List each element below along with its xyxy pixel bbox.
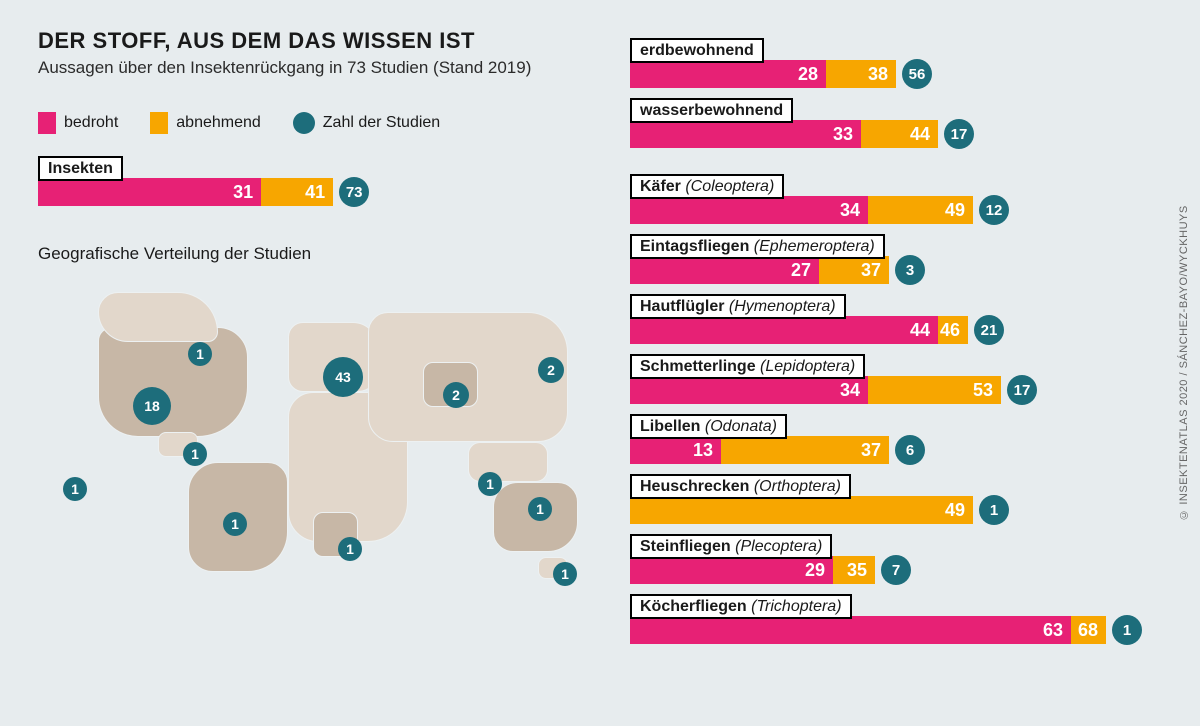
map-study-dot: 1 — [188, 342, 212, 366]
study-count-circle: 21 — [974, 315, 1004, 345]
segment-abnehmend: 49 — [630, 496, 973, 524]
map-study-dot: 43 — [323, 357, 363, 397]
study-count-circle: 56 — [902, 59, 932, 89]
legend-bedroht: bedroht — [38, 112, 118, 134]
bar-label: erdbewohnend — [630, 38, 764, 63]
bar-track: 491 — [630, 496, 1009, 524]
bar-track: 345317 — [630, 376, 1037, 404]
bar-track: 13376 — [630, 436, 925, 464]
bar-row: Eintagsfliegen (Ephemeroptera)27373 — [630, 236, 1170, 284]
study-count-circle: 1 — [1112, 615, 1142, 645]
map-study-dot: 1 — [528, 497, 552, 521]
bar-label: Käfer (Coleoptera) — [630, 174, 784, 199]
segment-abnehmend: 68 — [1071, 616, 1106, 644]
bar-row: wasserbewohnend334417 — [630, 100, 1170, 148]
map-study-dot: 2 — [443, 382, 469, 408]
legend-abnehmend: abnehmend — [150, 112, 261, 134]
bar-label: wasserbewohnend — [630, 98, 793, 123]
summary-bar: Insekten314173 — [38, 158, 458, 206]
legend-bedroht-label: bedroht — [64, 114, 118, 132]
bar-track: 27373 — [630, 256, 925, 284]
credit-text: © INSEKTENATLAS 2020 / SÁNCHEZ-BAYO/WYCK… — [1178, 205, 1190, 520]
segment-bedroht: 27 — [630, 256, 819, 284]
study-count-circle: 1 — [979, 495, 1009, 525]
bar-row: Käfer (Coleoptera)344912 — [630, 176, 1170, 224]
swatch-studien — [293, 112, 315, 134]
bar-label: Hautflügler (Hymenoptera) — [630, 294, 846, 319]
bar-label: Heuschrecken (Orthoptera) — [630, 474, 851, 499]
bar-track: 29357 — [630, 556, 911, 584]
bar-track: 314173 — [38, 178, 369, 206]
map-study-dot: 18 — [133, 387, 171, 425]
bar-row: Heuschrecken (Orthoptera)491 — [630, 476, 1170, 524]
bars-column: erdbewohnend283856wasserbewohnend334417K… — [630, 40, 1170, 656]
segment-abnehmend: 44 — [861, 120, 938, 148]
swatch-bedroht — [38, 112, 56, 134]
bar-label: Schmetterlinge (Lepidoptera) — [630, 354, 865, 379]
segment-abnehmend: 53 — [868, 376, 1001, 404]
bar-track: 334417 — [630, 120, 974, 148]
segment-bedroht: 63 — [630, 616, 1071, 644]
segment-abnehmend: 46 — [938, 316, 968, 344]
bar-row: Steinfliegen (Plecoptera)29357 — [630, 536, 1170, 584]
segment-abnehmend: 38 — [826, 60, 896, 88]
bar-track: 283856 — [630, 60, 932, 88]
legend-studien: Zahl der Studien — [293, 112, 440, 134]
bar-row: erdbewohnend283856 — [630, 40, 1170, 88]
bar-label: Insekten — [38, 156, 123, 181]
bar-row: Schmetterlinge (Lepidoptera)345317 — [630, 356, 1170, 404]
study-count-circle: 12 — [979, 195, 1009, 225]
map-study-dot: 1 — [63, 477, 87, 501]
swatch-abnehmend — [150, 112, 168, 134]
bar-row: Insekten314173 — [38, 158, 458, 206]
segment-abnehmend: 37 — [819, 256, 889, 284]
world-map: 18111143122111 — [38, 282, 598, 582]
study-count-circle: 17 — [1007, 375, 1037, 405]
map-study-dot: 1 — [478, 472, 502, 496]
study-count-circle: 6 — [895, 435, 925, 465]
bar-label: Eintagsfliegen (Ephemeroptera) — [630, 234, 885, 259]
segment-bedroht: 33 — [630, 120, 861, 148]
legend-studien-label: Zahl der Studien — [323, 114, 440, 132]
map-study-dot: 1 — [553, 562, 577, 586]
bar-row: Hautflügler (Hymenoptera)444621 — [630, 296, 1170, 344]
segment-bedroht: 31 — [38, 178, 261, 206]
segment-bedroht: 13 — [630, 436, 721, 464]
bar-label: Steinfliegen (Plecoptera) — [630, 534, 832, 559]
segment-bedroht: 34 — [630, 376, 868, 404]
bar-label: Libellen (Odonata) — [630, 414, 787, 439]
study-count-circle: 73 — [339, 177, 369, 207]
segment-bedroht: 28 — [630, 60, 826, 88]
map-study-dot: 1 — [183, 442, 207, 466]
segment-abnehmend: 41 — [261, 178, 333, 206]
segment-abnehmend: 35 — [833, 556, 875, 584]
bar-row: Libellen (Odonata)13376 — [630, 416, 1170, 464]
segment-bedroht: 34 — [630, 196, 868, 224]
segment-abnehmend: 37 — [721, 436, 889, 464]
segment-bedroht: 44 — [630, 316, 938, 344]
study-count-circle: 3 — [895, 255, 925, 285]
study-count-circle: 17 — [944, 119, 974, 149]
bar-track: 444621 — [630, 316, 1004, 344]
bar-row: Köcherfliegen (Trichoptera)63681 — [630, 596, 1170, 644]
map-study-dot: 2 — [538, 357, 564, 383]
map-study-dot: 1 — [338, 537, 362, 561]
bar-label: Köcherfliegen (Trichoptera) — [630, 594, 852, 619]
segment-bedroht: 29 — [630, 556, 833, 584]
bar-track: 344912 — [630, 196, 1009, 224]
map-study-dot: 1 — [223, 512, 247, 536]
legend-abnehmend-label: abnehmend — [176, 114, 261, 132]
bar-track: 63681 — [630, 616, 1142, 644]
segment-abnehmend: 49 — [868, 196, 973, 224]
study-count-circle: 7 — [881, 555, 911, 585]
